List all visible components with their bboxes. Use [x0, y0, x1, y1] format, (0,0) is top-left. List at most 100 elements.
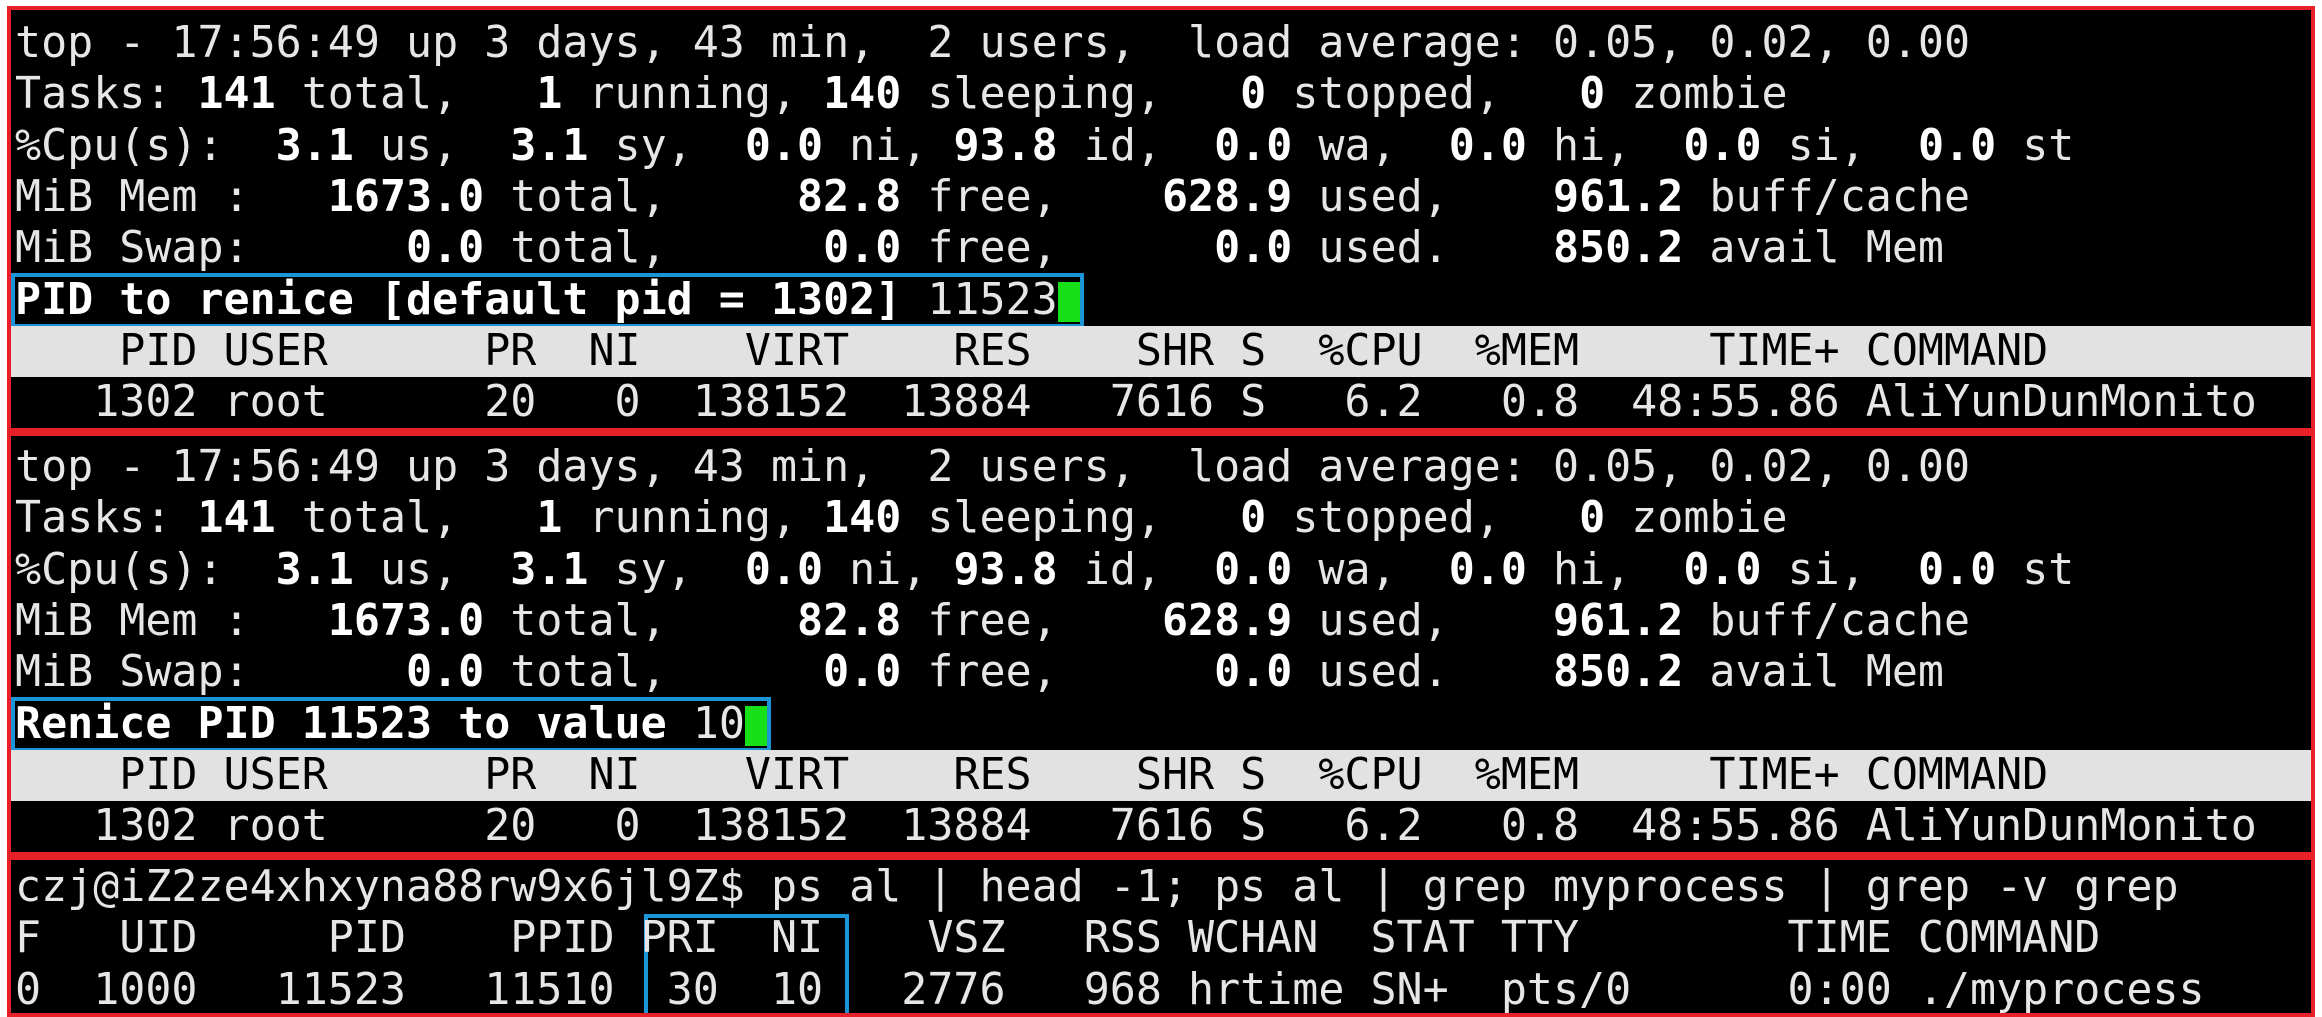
- text: 1302 root 20 0 138152 13884 7616 S 6.2 0…: [15, 377, 2257, 428]
- text: F UID PID PPID PRI NI VSZ RSS WCHAN STAT…: [15, 913, 2101, 964]
- text: 0.0: [1214, 223, 1293, 274]
- text: 140: [823, 69, 902, 120]
- text: 3.1: [510, 544, 589, 595]
- text: MiB Swap:: [15, 223, 407, 274]
- text: %Cpu(s):: [15, 544, 276, 595]
- text: sy,: [588, 120, 745, 171]
- process-row: 0 1000 11523 11510 30 10 2776 968 hrtime…: [11, 964, 2311, 1015]
- text: 93.8: [953, 544, 1058, 595]
- text: 82.8: [797, 595, 902, 646]
- text: total,: [275, 493, 537, 544]
- text: Tasks:: [15, 69, 198, 120]
- text: 628.9: [1161, 595, 1293, 646]
- text: wa,: [1292, 544, 1449, 595]
- text: 0.0: [1683, 120, 1762, 171]
- text: sleeping,: [901, 493, 1241, 544]
- text: hi,: [1526, 120, 1684, 171]
- text: 0.0: [406, 647, 485, 698]
- text: 0.0: [1214, 647, 1293, 698]
- text: 1: [536, 69, 563, 120]
- summary-line: Tasks: 141 total, 1 running, 140 sleepin…: [11, 493, 2311, 544]
- text: 0 1000 11523 11510 30 10 2776 968 hrtime…: [15, 964, 2205, 1015]
- text: 961.2: [1553, 595, 1684, 646]
- text: free,: [901, 171, 1162, 222]
- text: 1673.0: [327, 171, 485, 222]
- text: total,: [484, 171, 798, 222]
- prompt-input: PID to renice [default pid = 1302] 11523: [11, 272, 1084, 328]
- text: 0: [1240, 493, 1267, 544]
- text: 82.8: [797, 171, 902, 222]
- text: Renice PID 11523 to value: [15, 698, 667, 749]
- text: 10: [666, 698, 745, 749]
- text: si,: [1761, 120, 1918, 171]
- text: 850.2: [1552, 647, 1684, 698]
- text: %Cpu(s):: [15, 120, 276, 171]
- summary-line: MiB Swap: 0.0 total, 0.0 free, 0.0 used.…: [11, 223, 2311, 274]
- text: 0.0: [744, 544, 824, 595]
- process-row: 1302 root 20 0 138152 13884 7616 S 6.2 0…: [11, 377, 2311, 428]
- text: st: [1996, 120, 2075, 171]
- text: st: [1996, 544, 2075, 595]
- text: PID to renice [default pid = 1302]: [15, 274, 902, 325]
- text: 0.0: [406, 223, 485, 274]
- text: free,: [901, 223, 1215, 274]
- text: total,: [484, 223, 824, 274]
- text: wa,: [1292, 120, 1449, 171]
- process-row: 1302 root 20 0 138152 13884 7616 S 6.2 0…: [11, 801, 2311, 852]
- text: used,: [1292, 595, 1553, 646]
- text: 0.0: [1448, 120, 1527, 171]
- text: used.: [1292, 223, 1553, 274]
- text: 3.1: [275, 544, 354, 595]
- text: 3.1: [510, 120, 589, 171]
- text: stopped,: [1266, 69, 1580, 120]
- text: 0.0: [1214, 544, 1293, 595]
- text: 850.2: [1552, 223, 1684, 274]
- top-panel: top - 17:56:49 up 3 days, 43 min, 2 user…: [7, 432, 2315, 856]
- summary-line: %Cpu(s): 3.1 us, 3.1 sy, 0.0 ni, 93.8 id…: [11, 545, 2311, 596]
- text: hi,: [1526, 544, 1684, 595]
- prompt-line: PID to renice [default pid = 1302] 11523: [11, 272, 2311, 328]
- text: 961.2: [1553, 171, 1684, 222]
- text: 0.0: [744, 120, 824, 171]
- text: used.: [1292, 647, 1553, 698]
- text: ni,: [823, 544, 954, 595]
- text: us,: [353, 544, 511, 595]
- text: sleeping,: [901, 69, 1241, 120]
- text: 0.0: [1917, 120, 1997, 171]
- summary-line: top - 17:56:49 up 3 days, 43 min, 2 user…: [11, 442, 2311, 493]
- text: 1302 root 20 0 138152 13884 7616 S 6.2 0…: [15, 801, 2257, 852]
- column-header: PID USER PR NI VIRT RES SHR S %CPU %MEM …: [11, 325, 2311, 378]
- text: running,: [562, 493, 824, 544]
- text: PID USER PR NI VIRT RES SHR S %CPU %MEM …: [15, 325, 2049, 376]
- text: free,: [901, 647, 1215, 698]
- prompt-line: Renice PID 11523 to value 10: [11, 696, 2311, 752]
- text: 1: [536, 493, 563, 544]
- text: 0.0: [1214, 120, 1293, 171]
- text: id,: [1057, 120, 1215, 171]
- top-panel: top - 17:56:49 up 3 days, 43 min, 2 user…: [7, 6, 2315, 432]
- cursor: [744, 706, 767, 746]
- text: ni,: [823, 120, 954, 171]
- text: 0.0: [1917, 544, 1997, 595]
- prompt-input: Renice PID 11523 to value 10: [11, 696, 771, 752]
- summary-line: MiB Swap: 0.0 total, 0.0 free, 0.0 used.…: [11, 647, 2311, 698]
- text: 141: [197, 493, 276, 544]
- text: free,: [901, 595, 1162, 646]
- text: zombie: [1605, 69, 1788, 120]
- text: zombie: [1605, 493, 1788, 544]
- text: running,: [562, 69, 824, 120]
- text: MiB Swap:: [15, 647, 407, 698]
- text: top - 17:56:49 up 3 days, 43 min, 2 user…: [15, 442, 1971, 492]
- text: us,: [353, 120, 511, 171]
- text: total,: [484, 595, 798, 646]
- text: buff/cache: [1683, 595, 1971, 646]
- command-line: czj@iZ2ze4xhxyna88rw9x6jl9Z$ ps al | hea…: [11, 862, 2311, 913]
- text: 628.9: [1161, 171, 1293, 222]
- text: avail Mem: [1683, 647, 1944, 698]
- text: avail Mem: [1683, 223, 1944, 274]
- text: buff/cache: [1683, 171, 1971, 222]
- text: 141: [197, 69, 276, 120]
- text: si,: [1761, 544, 1918, 595]
